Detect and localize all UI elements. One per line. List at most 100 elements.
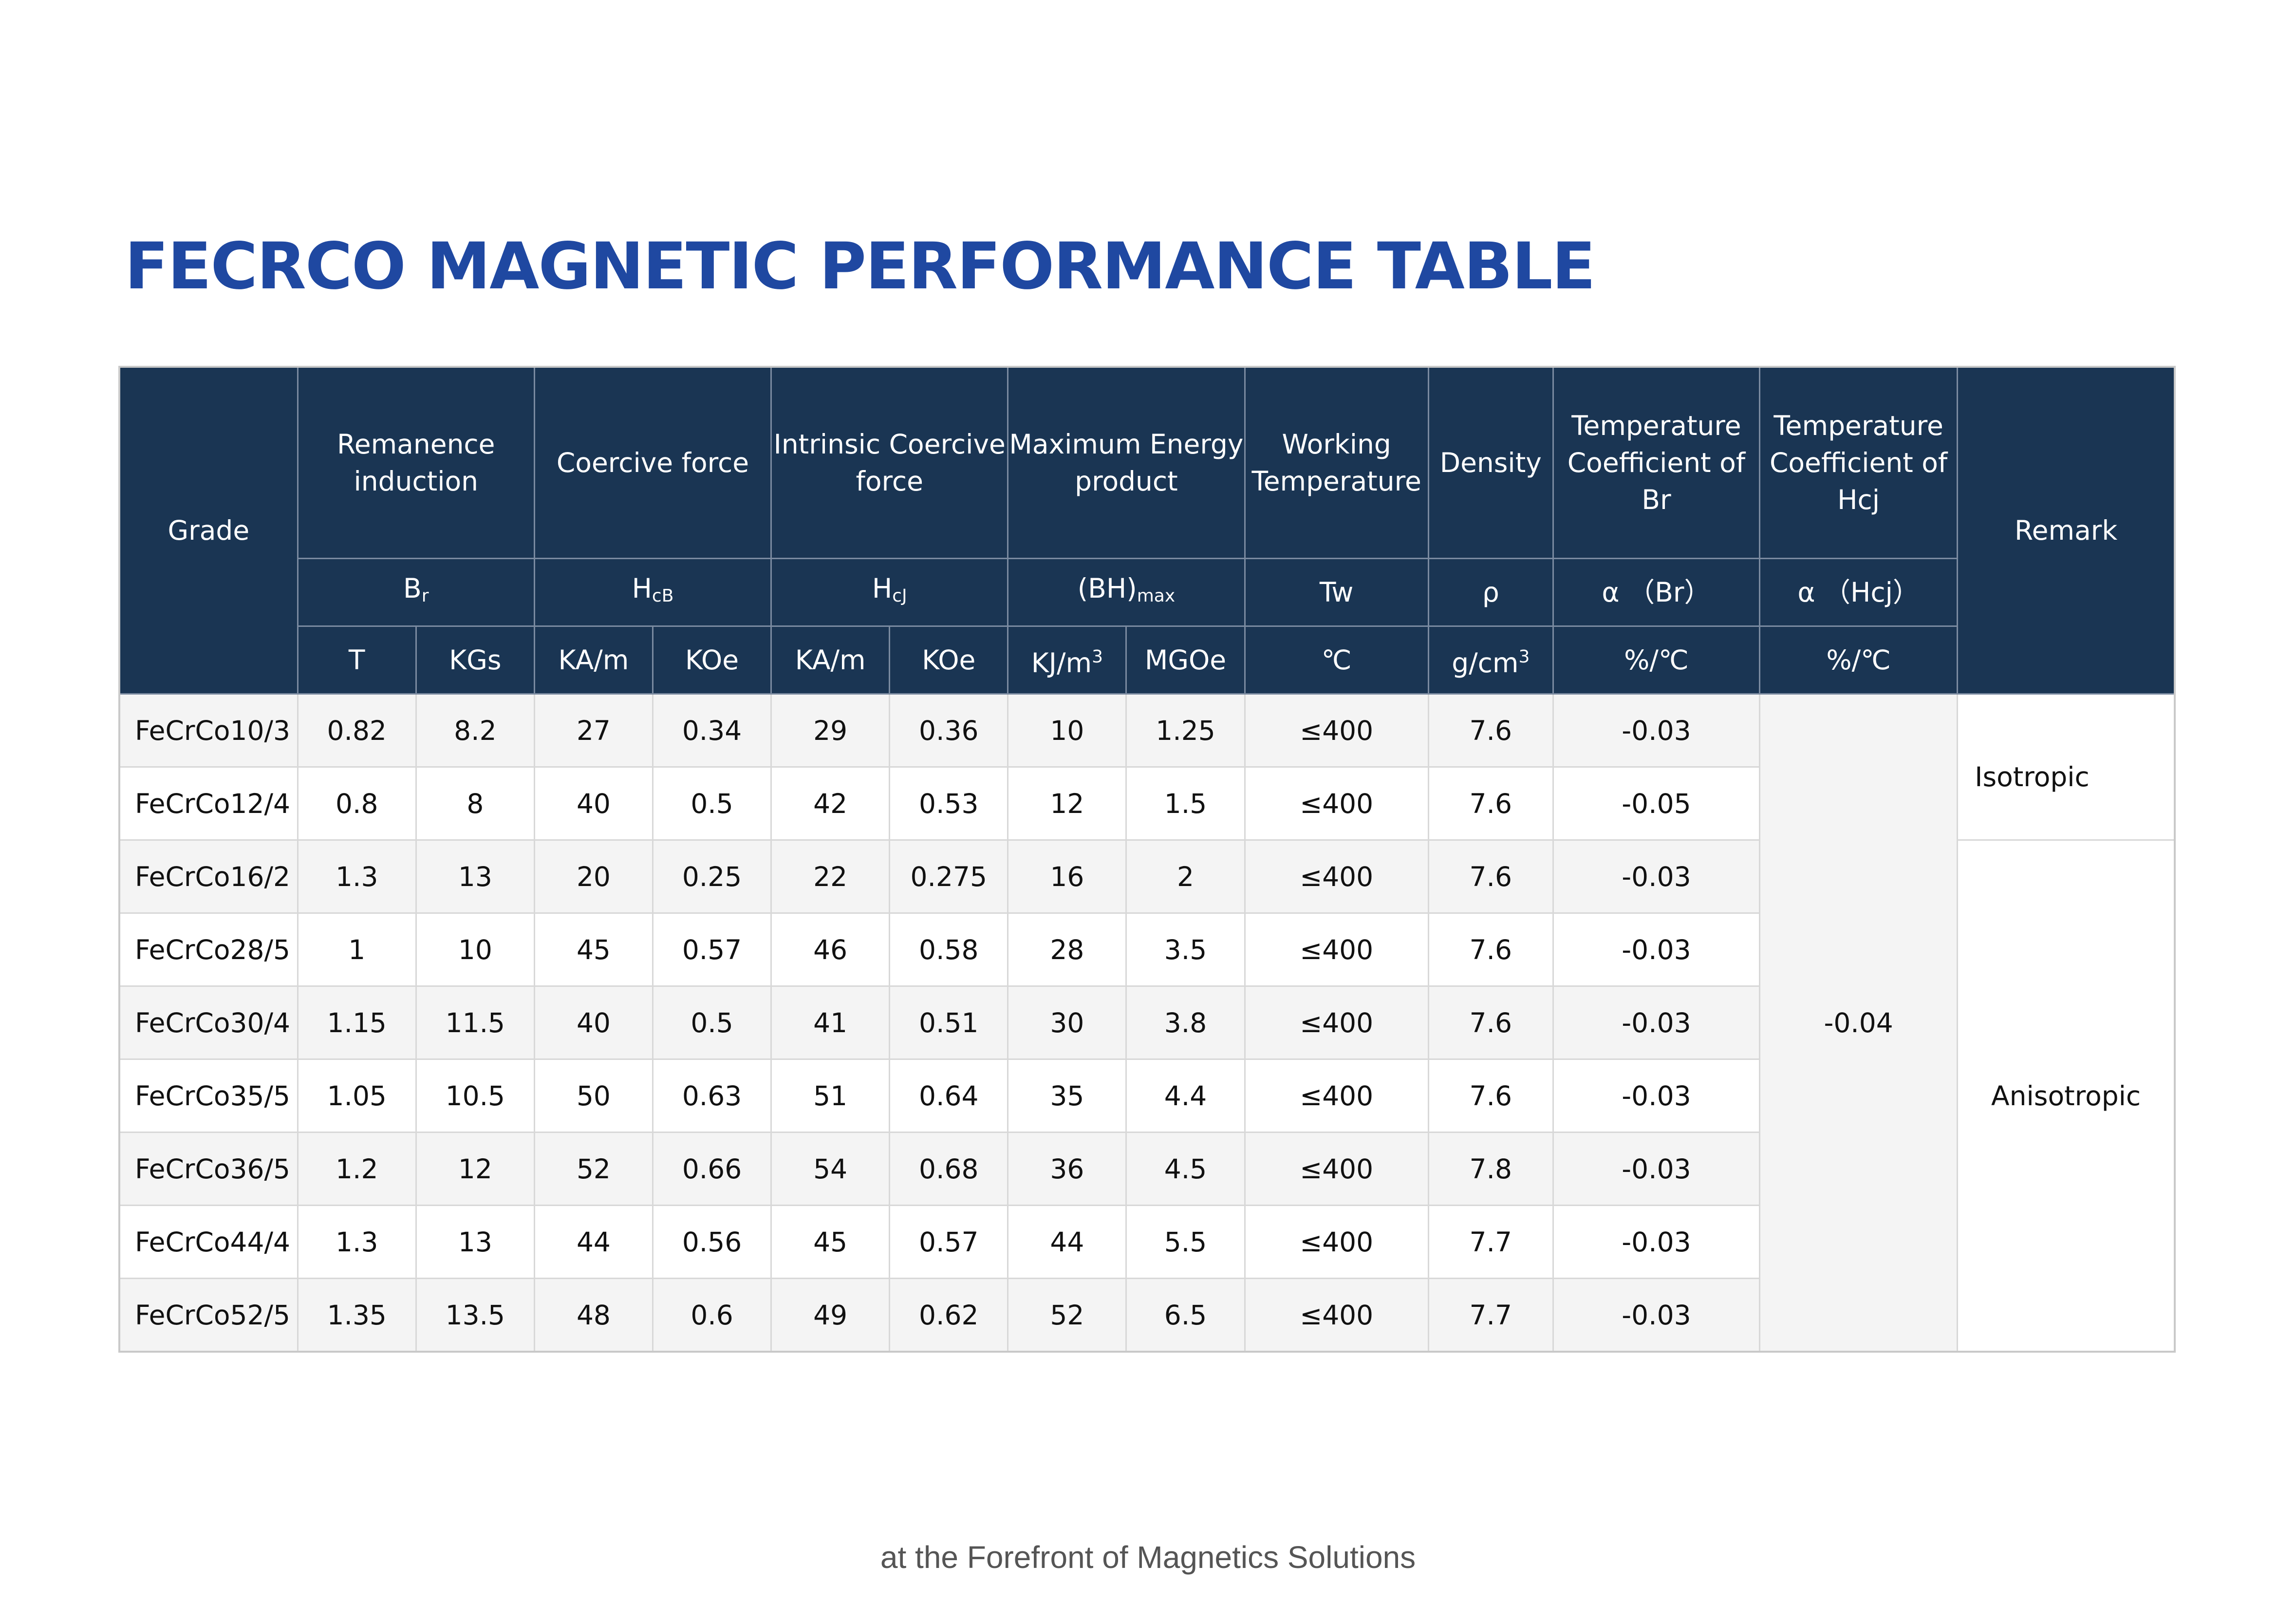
- unit-kgs: KGs: [415, 625, 535, 695]
- symbol-bhmax-sub: max: [1137, 586, 1176, 606]
- hcj-kam-cell: 42: [770, 766, 891, 841]
- tc-br-cell: -0.03: [1552, 693, 1761, 768]
- tc-br-cell: -0.03: [1552, 1205, 1761, 1279]
- symbol-alpha-hcj: α （Hcj）: [1759, 558, 1959, 627]
- unit-percent-per-c-br: %/℃: [1552, 625, 1761, 695]
- grade-cell: FeCrCo52/5: [118, 1278, 299, 1353]
- tw-cell: ≤400: [1244, 693, 1429, 768]
- unit-kj-m3-base: KJ/m: [1031, 647, 1092, 679]
- hcb-kam-cell: 40: [533, 985, 654, 1060]
- table-row: FeCrCo28/5 1 10 45 0.57 46 0.58 28 3.5 ≤400 7.6 -0.…: [118, 912, 2175, 987]
- header-row-units: T KGs KA/m KOe KA/m KOe KJ/m3 MGOe ℃ g/c…: [119, 625, 2175, 695]
- grade-cell: FeCrCo36/5: [118, 1132, 299, 1206]
- density-cell: 7.7: [1427, 1278, 1554, 1353]
- hcb-kam-cell: 45: [533, 912, 654, 987]
- header-row-names: Grade Remanence induction Coercive force…: [118, 366, 2176, 695]
- density-cell: 7.6: [1427, 985, 1554, 1060]
- br-t-cell: 1: [297, 912, 417, 987]
- table-header: Grade Remanence induction Coercive force…: [118, 366, 2176, 695]
- hcj-kam-cell: 22: [770, 839, 891, 914]
- hcb-koe-cell: 0.57: [652, 912, 772, 987]
- bh-mgoe-cell: 3.8: [1125, 985, 1246, 1060]
- tw-cell: ≤400: [1244, 1278, 1429, 1353]
- br-kgs-cell: 10.5: [415, 1058, 535, 1133]
- unit-g-cm3: g/cm3: [1427, 625, 1554, 695]
- hcj-koe-cell: 0.275: [889, 839, 1009, 914]
- hcj-kam-cell: 54: [770, 1132, 891, 1206]
- bh-kj-cell: 35: [1007, 1058, 1127, 1133]
- bh-kj-cell: 30: [1007, 985, 1127, 1060]
- unit-kj-m3: KJ/m3: [1007, 625, 1127, 695]
- symbol-br-base: B: [403, 573, 422, 604]
- br-t-cell: 1.35: [297, 1278, 417, 1353]
- table-row: FeCrCo35/5 1.05 10.5 50 0.63 51 0.64 35 4.4 ≤400 7…: [118, 1058, 2175, 1133]
- footer-tagline: at the Forefront of Magnetics Solutions: [880, 1540, 1416, 1575]
- symbol-hcj: HcJ: [770, 558, 1009, 627]
- symbol-hcj-sub: cJ: [892, 586, 907, 606]
- symbol-bhmax-base: (BH): [1077, 573, 1137, 604]
- bh-kj-cell: 16: [1007, 839, 1127, 914]
- page-title: FECRCO MAGNETIC PERFORMANCE TABLE: [125, 229, 1596, 304]
- header-temp-coeff-hcj: Temperature Coefficient of Hcj: [1759, 366, 1959, 559]
- br-kgs-cell: 8.2: [415, 693, 535, 768]
- performance-table-container: Grade Remanence induction Coercive force…: [118, 366, 2176, 1353]
- hcj-koe-cell: 0.64: [889, 1058, 1009, 1133]
- hcb-koe-cell: 0.34: [652, 693, 772, 768]
- table-row: FeCrCo44/4 1.3 13 44 0.56 45 0.57 44 5.5 ≤400 7.7-…: [118, 1205, 2175, 1279]
- tc-br-cell: -0.03: [1552, 1278, 1761, 1353]
- tc-br-cell: -0.05: [1552, 766, 1761, 841]
- bh-kj-cell: 44: [1007, 1205, 1127, 1279]
- density-cell: 7.6: [1427, 693, 1554, 768]
- br-t-cell: 1.2: [297, 1132, 417, 1206]
- symbol-alpha-br: α （Br）: [1552, 558, 1761, 627]
- tc-br-cell: -0.03: [1552, 1058, 1761, 1133]
- hcj-koe-cell: 0.36: [889, 693, 1009, 768]
- header-working-temperature: Working Temperature: [1244, 366, 1429, 559]
- br-kgs-cell: 12: [415, 1132, 535, 1206]
- bh-kj-cell: 10: [1007, 693, 1127, 768]
- bh-kj-cell: 12: [1007, 766, 1127, 841]
- remark-anisotropic: Anisotropic: [1957, 839, 2176, 1353]
- grade-cell: FeCrCo12/4: [118, 766, 299, 841]
- br-kgs-cell: 13: [415, 839, 535, 914]
- tw-cell: ≤400: [1244, 1058, 1429, 1133]
- symbol-bhmax: (BH)max: [1007, 558, 1246, 627]
- header-density: Density: [1427, 366, 1554, 559]
- hcb-koe-cell: 0.5: [652, 766, 772, 841]
- symbol-tw: Tw: [1244, 558, 1429, 627]
- symbol-rho: ρ: [1427, 558, 1554, 627]
- hcj-koe-cell: 0.58: [889, 912, 1009, 987]
- header-max-energy-product: Maximum Energy product: [1007, 366, 1246, 559]
- tc-hcj-merged-cell: -0.04: [1759, 693, 1959, 1353]
- br-t-cell: 1.15: [297, 985, 417, 1060]
- tw-cell: ≤400: [1244, 912, 1429, 987]
- br-t-cell: 1.3: [297, 839, 417, 914]
- bh-mgoe-cell: 1.5: [1125, 766, 1246, 841]
- table-row: FeCrCo30/4 1.15 11.5 40 0.5 41 0.51 30 3.8 ≤400 7.…: [118, 985, 2175, 1060]
- bh-mgoe-cell: 6.5: [1125, 1278, 1246, 1353]
- bh-kj-cell: 36: [1007, 1132, 1127, 1206]
- header-grade: Grade: [118, 366, 299, 695]
- density-cell: 7.8: [1427, 1132, 1554, 1206]
- hcj-kam-cell: 51: [770, 1058, 891, 1133]
- unit-g-cm3-sup: 3: [1518, 647, 1530, 667]
- magnetic-performance-table: Grade Remanence induction Coercive force…: [118, 366, 2176, 1353]
- bh-mgoe-cell: 4.4: [1125, 1058, 1246, 1133]
- br-kgs-cell: 13: [415, 1205, 535, 1279]
- unit-kj-m3-sup: 3: [1092, 647, 1103, 667]
- unit-hcj-koe: KOe: [889, 625, 1009, 695]
- remark-isotropic: Isotropic: [1957, 693, 2176, 841]
- hcj-kam-cell: 41: [770, 985, 891, 1060]
- grade-cell: FeCrCo44/4: [118, 1205, 299, 1279]
- density-cell: 7.7: [1427, 1205, 1554, 1279]
- table-row: FeCrCo36/5 1.2 12 52 0.66 54 0.68 36 4.5 ≤400 7.8-…: [118, 1132, 2175, 1206]
- symbol-br-sub: r: [421, 586, 429, 606]
- header-remark: Remark: [1957, 366, 2176, 695]
- tc-br-cell: -0.03: [1552, 985, 1761, 1060]
- unit-celsius: ℃: [1244, 625, 1429, 695]
- br-t-cell: 1.3: [297, 1205, 417, 1279]
- hcj-koe-cell: 0.51: [889, 985, 1009, 1060]
- unit-percent-per-c-hcj: %/℃: [1759, 625, 1959, 695]
- unit-hcb-koe: KOe: [652, 625, 772, 695]
- table-row: FeCrCo16/2 1.3 13 20 0.25 22 0.275 16 2 ≤400 7.6 -0…: [118, 839, 2176, 1353]
